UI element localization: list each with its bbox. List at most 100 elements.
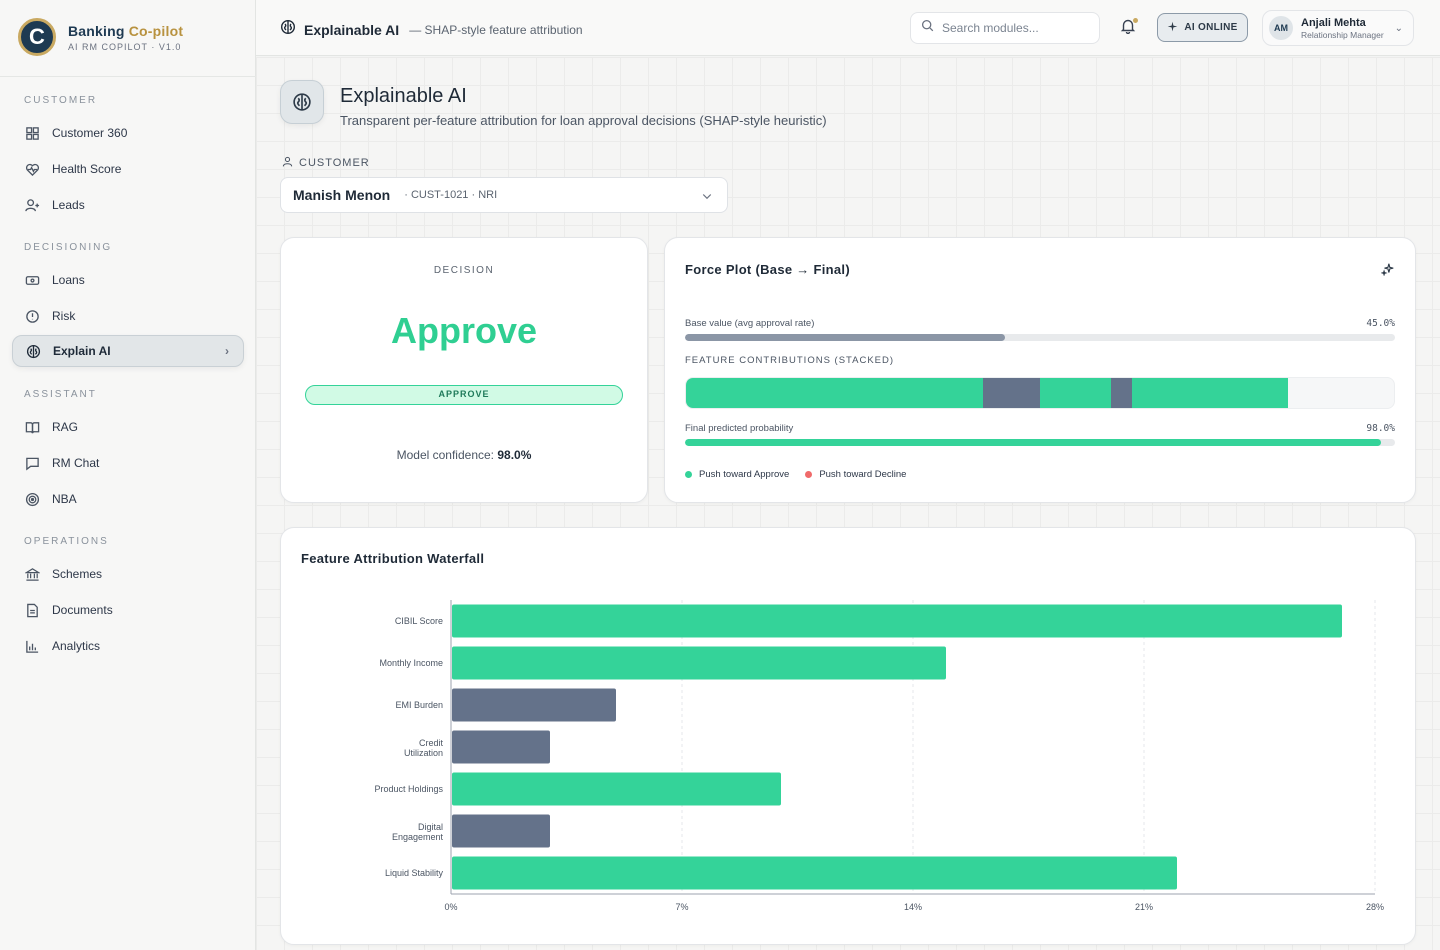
ai-status-label: AI ONLINE	[1184, 22, 1238, 33]
sidebar-item-label: RM Chat	[52, 456, 100, 470]
sidebar-item-label: NBA	[52, 492, 77, 506]
sidebar-item-label: Loans	[52, 273, 85, 287]
bar-product-holdings	[452, 772, 781, 806]
chevron-right-icon: ›	[225, 344, 229, 358]
sidebar-section-assistant: ASSISTANT	[24, 389, 97, 400]
final-probability-track	[685, 439, 1395, 446]
customer-label: CUSTOMER	[282, 156, 370, 170]
legend-item-decline: Push toward Decline	[805, 469, 906, 480]
chevron-down-icon	[701, 189, 713, 207]
brand-subtitle: AI RM COPILOT · V1.0	[68, 41, 182, 52]
sidebar-item-label: Risk	[52, 309, 76, 323]
chat-icon	[24, 455, 40, 471]
book-icon	[24, 419, 40, 435]
customer-select[interactable]: Manish Menon · CUST-1021 · NRI	[280, 177, 728, 213]
y-tick-label: Credit	[419, 738, 444, 748]
sidebar-section-operations: OPERATIONS	[24, 536, 109, 547]
base-value-fill	[685, 334, 1005, 341]
bar-monthly-income	[452, 646, 946, 680]
bar-credit-utilization	[452, 730, 550, 764]
final-probability-label: Final predicted probability	[685, 423, 794, 434]
page-title: Explainable AI	[340, 85, 467, 107]
base-value-label: Base value (avg approval rate)	[685, 318, 815, 329]
user-plus-icon	[24, 197, 40, 213]
waterfall-title: Feature Attribution Waterfall	[301, 551, 485, 566]
x-tick-label: 21%	[1135, 902, 1153, 912]
topbar-subtitle: — SHAP-style feature attribution	[409, 22, 583, 37]
sidebar-item-analytics[interactable]: Analytics	[12, 630, 244, 662]
legend-dot-decline	[805, 471, 813, 478]
notification-bell-icon[interactable]	[1120, 18, 1138, 36]
y-tick-label: Product Holdings	[374, 784, 443, 794]
bar-chart-icon	[24, 638, 40, 654]
customer-meta: · CUST-1021 · NRI	[404, 189, 498, 201]
force-plot-legend: Push toward Approve Push toward Decline	[685, 469, 922, 480]
decision-label: DECISION	[433, 265, 495, 276]
sidebar-item-label: Explain AI	[53, 344, 111, 358]
sidebar-item-rm-chat[interactable]: RM Chat	[12, 447, 244, 479]
sidebar-item-label: Documents	[52, 603, 113, 617]
contribution-segment-decline	[983, 378, 1040, 408]
brain-icon	[280, 80, 324, 124]
x-tick-label: 0%	[444, 902, 457, 912]
force-plot-title: Force Plot (Base → Final)	[685, 262, 850, 277]
x-tick-label: 14%	[904, 902, 922, 912]
shield-icon	[24, 308, 40, 324]
sidebar-item-label: Customer 360	[52, 126, 128, 140]
model-confidence: Model confidence: 98.0%	[396, 448, 532, 462]
bar-cibil-score	[452, 604, 1342, 638]
x-tick-label: 28%	[1366, 902, 1384, 912]
y-tick-label: EMI Burden	[395, 700, 443, 710]
brain-icon	[25, 343, 41, 359]
sparkle-icon	[1167, 21, 1184, 35]
force-plot-card: Force Plot (Base → Final) Base value (av…	[664, 237, 1416, 503]
y-tick-label: Monthly Income	[379, 658, 443, 668]
sidebar-item-leads[interactable]: Leads	[12, 189, 244, 221]
base-value-track	[685, 334, 1395, 341]
sidebar-item-health-score[interactable]: Health Score	[12, 153, 244, 185]
notification-dot	[1133, 18, 1138, 23]
feature-contributions-label: FEATURE CONTRIBUTIONS (STACKED)	[685, 355, 895, 366]
user-role: Relationship Manager	[1301, 29, 1384, 40]
sidebar-item-label: Analytics	[52, 639, 101, 653]
document-icon	[24, 602, 40, 618]
bar-digital-engagement	[452, 814, 550, 848]
contribution-segment-decline	[1110, 378, 1133, 408]
sidebar-item-risk[interactable]: Risk	[12, 300, 244, 332]
sidebar-item-schemes[interactable]: Schemes	[12, 558, 244, 590]
search-box[interactable]	[910, 12, 1100, 44]
waterfall-card: Feature Attribution Waterfall 0% 7% 14% 21%…	[280, 527, 1416, 945]
ai-status-badge[interactable]: AI ONLINE	[1157, 13, 1248, 42]
waterfall-chart: 0% 7% 14% 21% 28% CIBIL Score Monthly Income EM…	[374, 600, 1384, 912]
sidebar-item-explain-ai[interactable]: Explain AI ›	[12, 335, 244, 367]
sidebar-item-customer-360[interactable]: Customer 360	[12, 117, 244, 149]
sidebar-section-customer: CUSTOMER	[24, 95, 98, 106]
search-input[interactable]	[942, 21, 1082, 35]
x-tick-label: 7%	[675, 902, 688, 912]
card-icon	[24, 272, 40, 288]
contribution-segment-approve	[1132, 378, 1288, 408]
y-tick-label: CIBIL Score	[395, 616, 443, 626]
sidebar-item-rag[interactable]: RAG	[12, 411, 244, 443]
sidebar-item-label: Schemes	[52, 567, 103, 581]
brand[interactable]: C Banking Co-pilot AI RM COPILOT · V1.0	[18, 18, 183, 56]
chevron-down-icon: ⌄	[1394, 23, 1403, 34]
contribution-segment-approve	[1040, 378, 1111, 408]
user-menu[interactable]: AM Anjali Mehta Relationship Manager ⌄	[1262, 10, 1414, 46]
sparkle-icon[interactable]	[1380, 262, 1395, 281]
sidebar-item-label: Health Score	[52, 162, 122, 176]
user-name: Anjali Mehta	[1301, 16, 1366, 29]
avatar: AM	[1269, 16, 1293, 40]
base-value: 45.0%	[1366, 318, 1395, 329]
contribution-segment-approve	[686, 378, 984, 408]
sidebar-item-nba[interactable]: NBA	[12, 483, 244, 515]
final-probability-value: 98.0%	[1366, 423, 1395, 434]
bar-emi-burden	[452, 688, 616, 722]
y-tick-label: Liquid Stability	[385, 868, 444, 878]
sidebar-item-documents[interactable]: Documents	[12, 594, 244, 626]
main-content: Explainable AI Transparent per-feature a…	[256, 57, 1440, 950]
user-icon	[282, 156, 299, 170]
sidebar-item-loans[interactable]: Loans	[12, 264, 244, 296]
feature-contributions-stack	[685, 377, 1395, 409]
page-subtitle: Transparent per-feature attribution for …	[340, 113, 827, 128]
